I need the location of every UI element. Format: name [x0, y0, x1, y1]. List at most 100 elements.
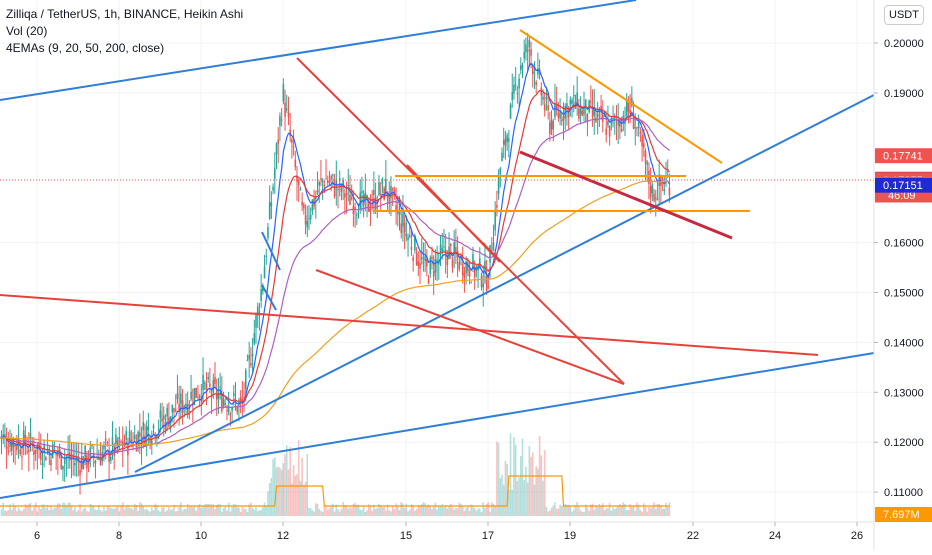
volume-bar — [350, 508, 353, 516]
candle-body — [9, 443, 11, 447]
red-long-trendline[interactable] — [0, 294, 819, 356]
candle-body — [41, 463, 44, 466]
volume-bar — [403, 508, 406, 516]
y-tick-label: 0.11000 — [884, 487, 923, 499]
volume-bar — [140, 503, 143, 516]
blue-upper-trendline[interactable] — [0, 0, 637, 101]
candle-body — [111, 436, 114, 446]
candle-body — [116, 439, 119, 446]
volume-bar — [371, 510, 373, 516]
y-tick-label: 0.20000 — [884, 38, 924, 50]
candle-body — [229, 413, 232, 415]
volume-bar — [581, 511, 584, 516]
candle-body — [205, 383, 208, 390]
volume-bar — [280, 470, 283, 516]
candle-body — [398, 211, 401, 216]
volume-bar — [55, 506, 57, 516]
trendline-drawings[interactable] — [0, 0, 875, 499]
candle-body — [250, 363, 252, 366]
volume-bar — [485, 503, 488, 516]
volume-bar — [301, 457, 303, 516]
candle-body — [92, 453, 95, 457]
volume-bar — [38, 505, 40, 516]
candle-body — [632, 117, 635, 129]
volume-bar — [349, 506, 351, 516]
candle-body — [357, 217, 360, 219]
candle-body — [108, 449, 110, 462]
volume-bar — [637, 504, 640, 516]
candle-body — [612, 118, 614, 120]
candle-body — [523, 51, 526, 59]
candle-body — [639, 132, 642, 134]
darkred-channel-line[interactable] — [519, 150, 733, 240]
price-label-value: 0.17741 — [883, 151, 923, 163]
candle-body — [525, 44, 527, 52]
candle-body — [87, 462, 90, 465]
volume-bar — [636, 502, 638, 516]
volume-bar — [335, 504, 338, 516]
volume-bar — [80, 511, 83, 516]
blue-lower-trendline[interactable] — [0, 352, 875, 499]
candle-body — [643, 143, 645, 148]
volume-bar — [43, 504, 45, 516]
volume-bar — [588, 510, 590, 516]
volume-bar — [465, 507, 467, 516]
blue-short-line-2[interactable] — [261, 284, 277, 311]
volume-bar — [219, 504, 221, 516]
candle-body — [328, 181, 331, 183]
volume-bar — [561, 505, 563, 516]
volume-bar — [258, 510, 261, 516]
candle-body — [458, 261, 461, 270]
candle-body — [441, 248, 444, 252]
volume-bar — [520, 456, 522, 516]
volume-bar — [248, 504, 250, 516]
orange-descending-line[interactable] — [519, 29, 723, 164]
volume-bar — [648, 507, 650, 516]
volume-bar — [152, 510, 155, 516]
volume-indicator-label: Vol (20) — [6, 24, 48, 38]
blue-rising-trendline[interactable] — [134, 94, 875, 473]
volume-bar — [222, 507, 225, 516]
red-short-line[interactable] — [406, 164, 501, 263]
volume-bar — [89, 503, 92, 516]
volume-bar — [337, 509, 339, 516]
volume-bar — [87, 511, 90, 516]
volume-bar — [615, 507, 618, 516]
volume-bar — [579, 510, 582, 516]
candle-body — [521, 64, 524, 69]
volume-bar — [381, 507, 384, 516]
candle-body — [504, 138, 507, 146]
volume-bar — [268, 483, 271, 516]
currency-button[interactable]: USDT — [884, 5, 924, 25]
candle-body — [550, 119, 553, 130]
candle-body — [545, 96, 548, 100]
candle-body — [554, 103, 556, 118]
volume-bar — [151, 507, 153, 516]
volume-bar — [277, 466, 280, 516]
volume-bar — [168, 507, 170, 516]
candle-body — [400, 223, 403, 234]
candle-body — [608, 125, 611, 137]
candle-body — [82, 462, 85, 470]
ema-20-line — [0, 89, 670, 461]
volume-bar — [332, 503, 334, 516]
candle-body — [19, 449, 22, 455]
x-tick-label: 22 — [687, 530, 699, 542]
volume-bar — [75, 511, 78, 516]
volume-bar — [16, 511, 18, 516]
candle-body — [419, 263, 421, 269]
volume-bar — [72, 510, 75, 516]
red-lower-line[interactable] — [315, 269, 625, 385]
volume-bar — [390, 511, 392, 516]
volume-bar — [125, 506, 127, 516]
volume-bar — [518, 477, 520, 516]
candle-body — [120, 441, 122, 443]
candle-body — [239, 397, 242, 401]
candle-body — [80, 456, 83, 469]
candle-body — [414, 235, 416, 251]
volume-bar — [523, 480, 526, 516]
blue-short-line-1[interactable] — [261, 231, 281, 271]
candle-body — [16, 444, 18, 451]
